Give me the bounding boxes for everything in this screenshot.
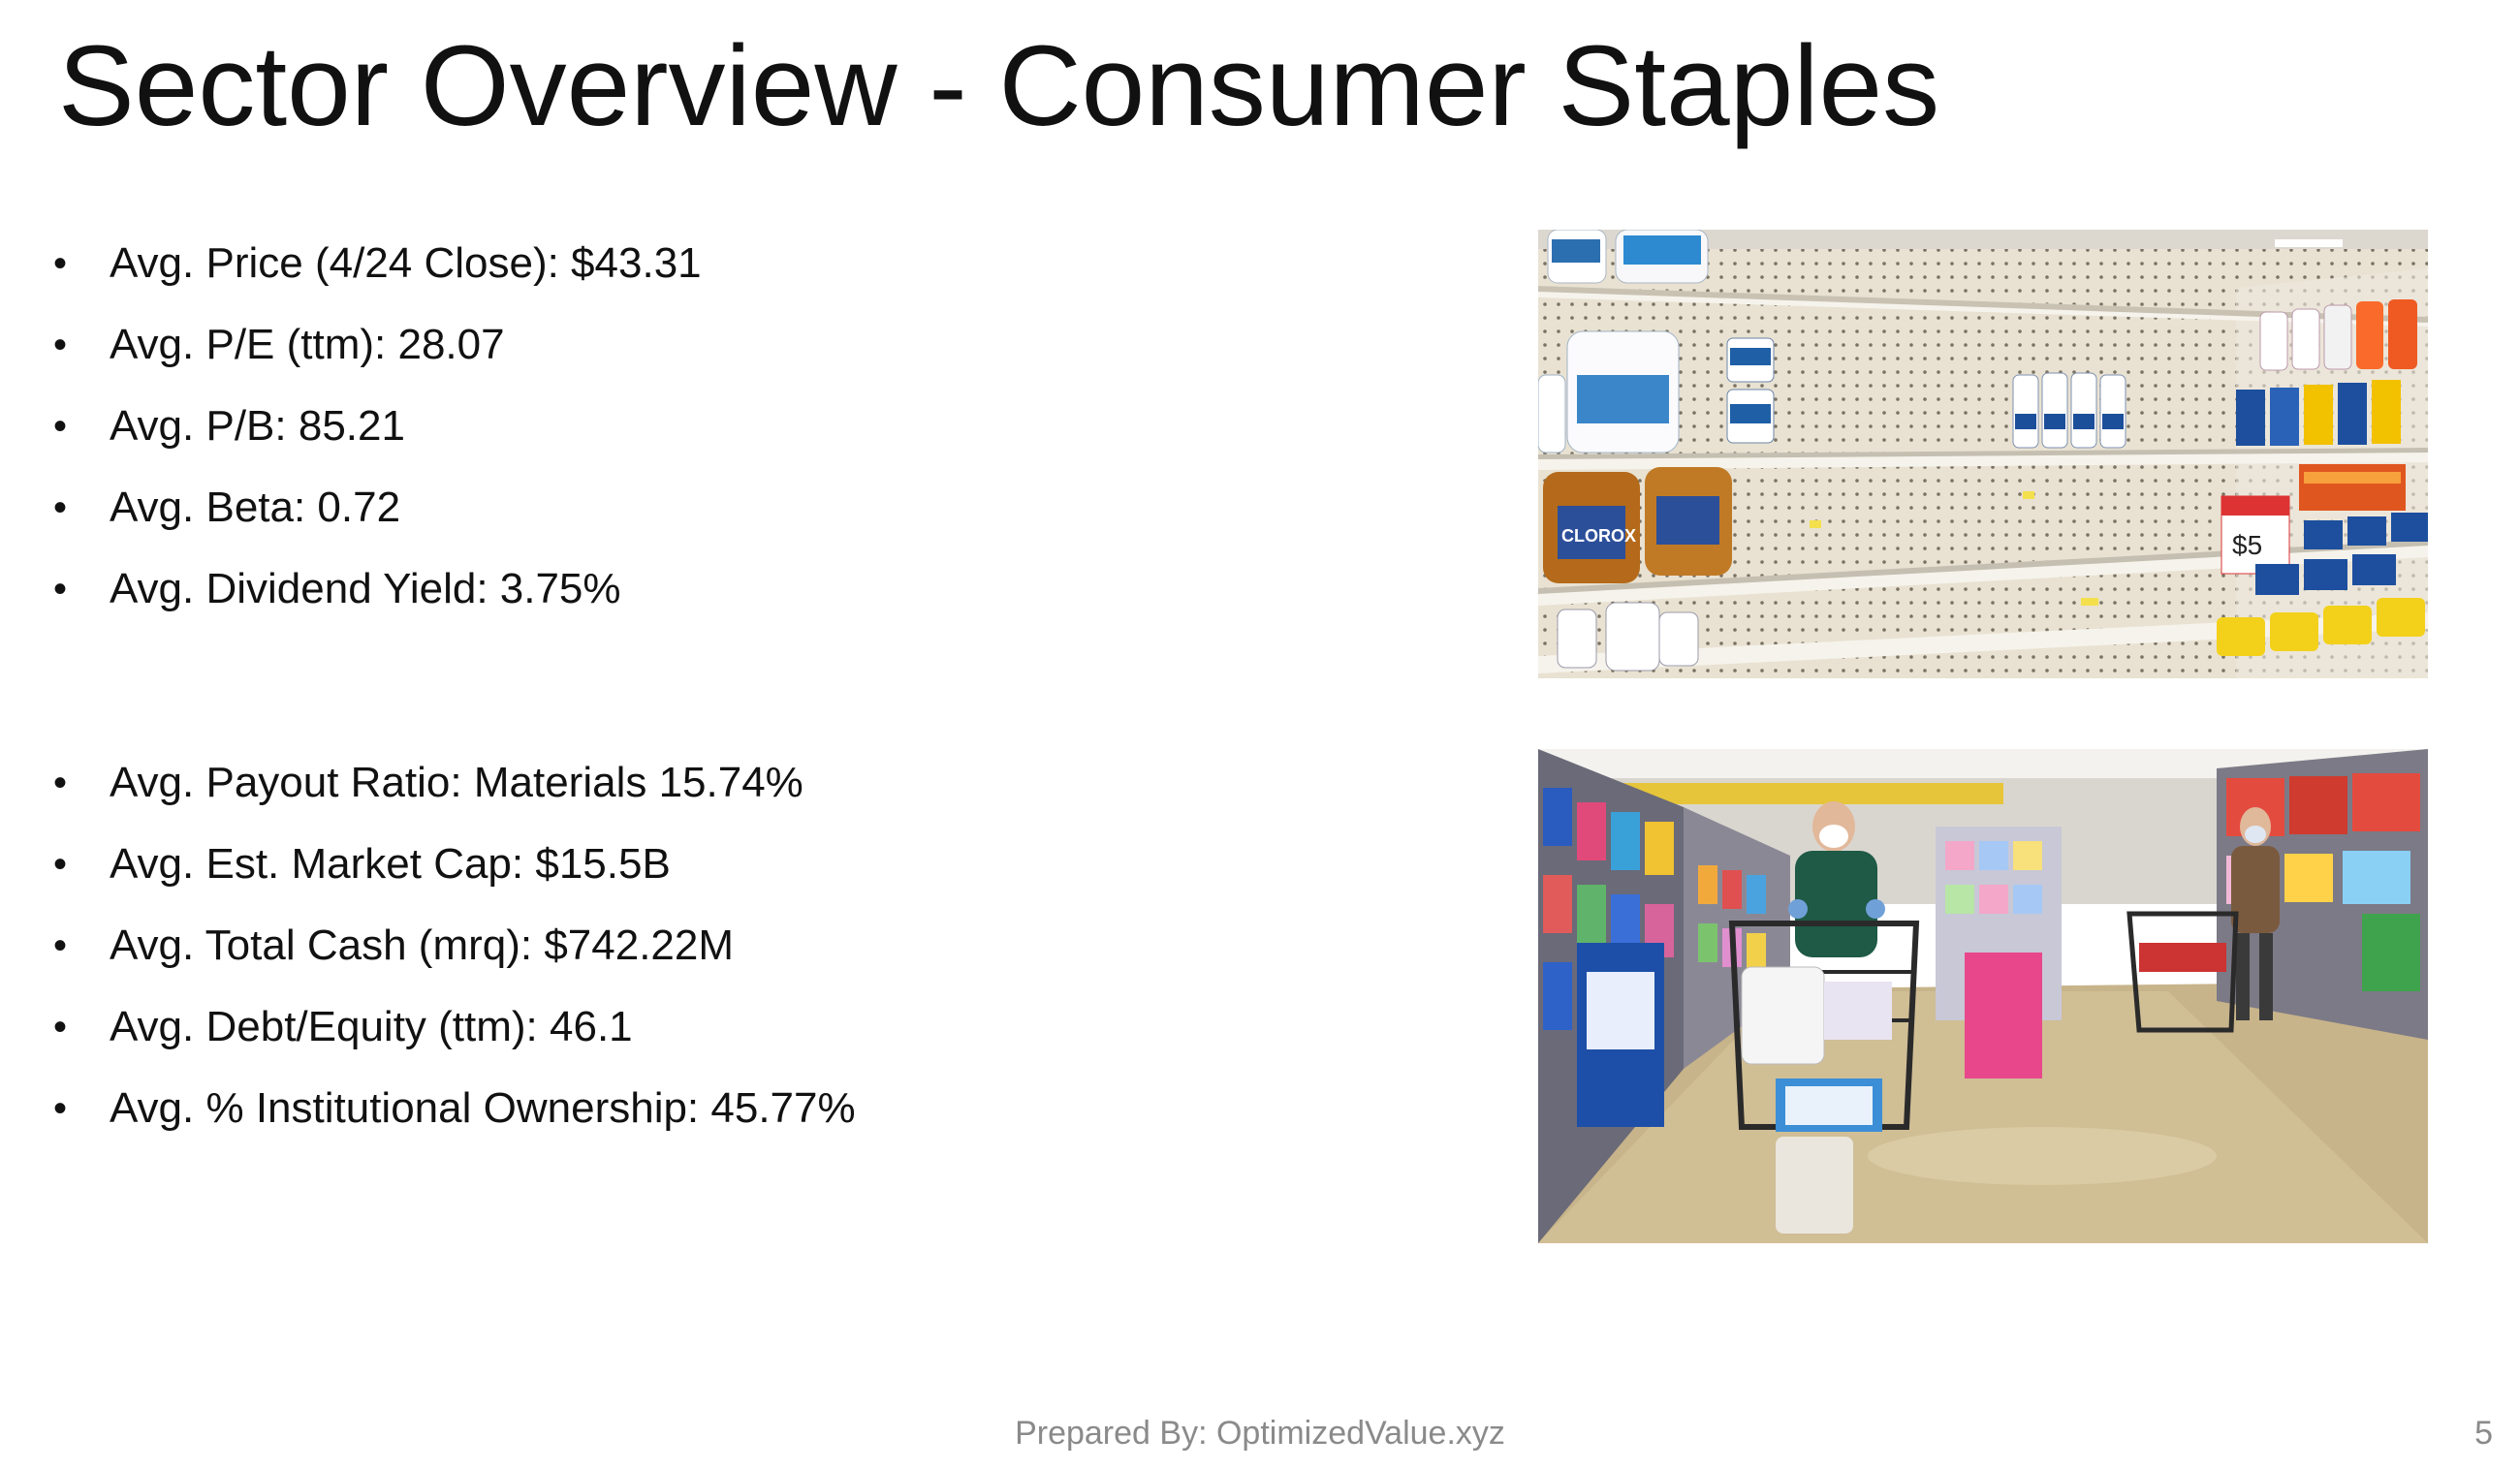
slide-title: Sector Overview - Consumer Staples	[58, 22, 1940, 150]
photo-shoppers-aisle	[1538, 749, 2428, 1243]
bullet-dot: •	[53, 1087, 68, 1130]
bullet-text: Avg. % Institutional Ownership: 45.77%	[110, 1084, 856, 1132]
bullet-dot: •	[53, 324, 68, 366]
bullet-item: • Avg. Beta: 0.72	[53, 477, 702, 558]
photo-empty-shelves: $5 CLOROX	[1538, 230, 2428, 678]
bullet-text: Avg. Dividend Yield: 3.75%	[110, 565, 621, 612]
bullet-list-fundamentals: • Avg. Payout Ratio: Materials 15.74% • Av…	[53, 752, 856, 1159]
bullet-text: Avg. Beta: 0.72	[110, 484, 401, 531]
bullet-list-valuation: • Avg. Price (4/24 Close): $43.31 • Avg. P…	[53, 233, 702, 640]
page-number: 5	[2474, 1415, 2493, 1452]
bullet-item: • Avg. P/E (ttm): 28.07	[53, 314, 702, 395]
bullet-text: Avg. Debt/Equity (ttm): 46.1	[110, 1003, 633, 1050]
bullet-dot: •	[53, 486, 68, 529]
clorox-logo-text: CLOROX	[1561, 526, 1636, 546]
bullet-item: • Avg. Debt/Equity (ttm): 46.1	[53, 996, 856, 1078]
bullet-dot: •	[53, 762, 68, 804]
bullet-text: Avg. P/B: 85.21	[110, 402, 405, 450]
bullet-text: Avg. Payout Ratio: Materials 15.74%	[110, 759, 803, 806]
bullet-item: • Avg. P/B: 85.21	[53, 395, 702, 477]
bullet-item: • Avg. Price (4/24 Close): $43.31	[53, 233, 702, 314]
bullet-item: • Avg. % Institutional Ownership: 45.77%	[53, 1078, 856, 1159]
bullet-item: • Avg. Est. Market Cap: $15.5B	[53, 833, 856, 915]
bullet-dot: •	[53, 568, 68, 610]
bullet-item: • Avg. Dividend Yield: 3.75%	[53, 558, 702, 640]
footer-prepared-by: Prepared By: OptimizedValue.xyz	[1015, 1415, 1505, 1452]
bullet-item: • Avg. Payout Ratio: Materials 15.74%	[53, 752, 856, 833]
bullet-dot: •	[53, 1006, 68, 1048]
bullet-text: Avg. Total Cash (mrq): $742.22M	[110, 922, 735, 969]
bullet-text: Avg. Est. Market Cap: $15.5B	[110, 840, 671, 888]
bullet-text: Avg. P/E (ttm): 28.07	[110, 321, 505, 368]
bullet-dot: •	[53, 924, 68, 967]
bullet-dot: •	[53, 242, 68, 285]
bullet-text: Avg. Price (4/24 Close): $43.31	[110, 239, 702, 287]
bullet-dot: •	[53, 405, 68, 448]
bullet-dot: •	[53, 843, 68, 886]
bullet-item: • Avg. Total Cash (mrq): $742.22M	[53, 915, 856, 996]
sign-price-text: $5	[2232, 530, 2262, 560]
